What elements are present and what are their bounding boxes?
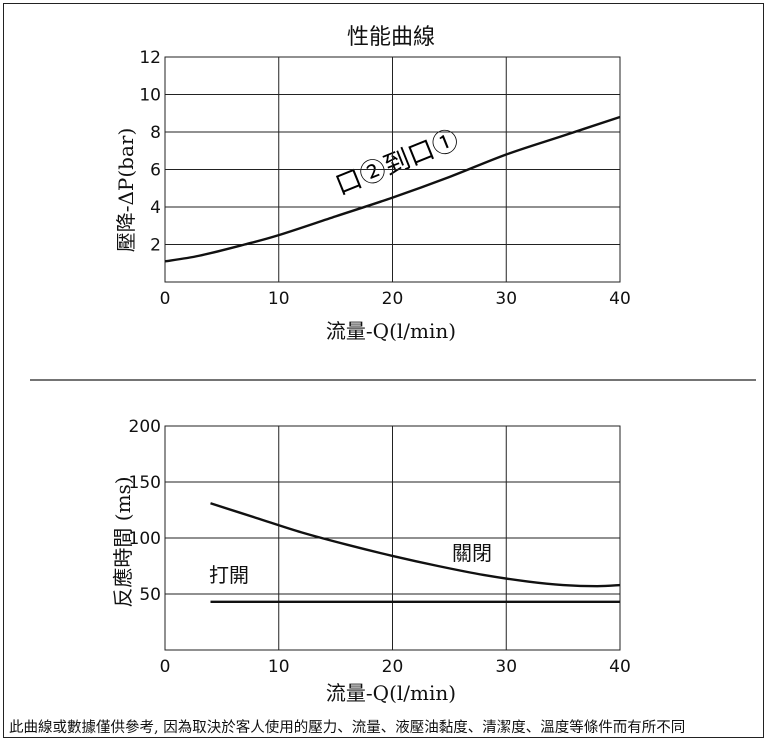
chart2-ylabel: 反應時間 (ms) (111, 476, 135, 607)
chart2-series-label-close: 關閉 (452, 541, 492, 565)
chart2-series-label-open: 打開 (209, 563, 249, 587)
chart2-ytick-label: 50 (139, 585, 161, 605)
chart1-ytick-label: 2 (150, 236, 161, 256)
chart1-ytick-label: 12 (139, 48, 161, 68)
chart1-xtick-label: 10 (268, 289, 290, 309)
chart1-ytick-label: 4 (150, 198, 161, 218)
chart1-xlabel: 流量-Q(l/min) (326, 319, 456, 343)
chart1-title: 性能曲線 (347, 25, 435, 50)
datasheet-frame (3, 3, 764, 738)
chart1-ylabel: 壓降-ΔP(bar) (114, 128, 138, 253)
chart1-ytick-label: 6 (150, 161, 161, 181)
chart1-xtick-label: 20 (382, 289, 404, 309)
disclaimer-footnote: 此曲線或數據僅供參考, 因為取決於客人使用的壓力、流量、液壓油黏度、清潔度、溫度… (9, 718, 685, 736)
chart2-series-1-line (210, 502, 621, 588)
chart2-xtick-label: 10 (268, 657, 290, 677)
chart1-ytick-label: 10 (139, 86, 161, 106)
chart1-xtick-label: 30 (495, 289, 517, 309)
chart1-annotation: 口②到口① (331, 125, 463, 202)
chart1-ytick-label: 8 (150, 123, 161, 143)
chart2-ytick-label: 200 (129, 417, 161, 437)
chart2-xlabel: 流量-Q(l/min) (326, 681, 456, 705)
chart2-xtick-label: 30 (495, 657, 517, 677)
chart1-xtick-label: 40 (609, 289, 631, 309)
chart1-series-1-line (164, 115, 621, 263)
chart2-ytick-label: 100 (129, 529, 161, 549)
chart2-xtick-label: 0 (160, 657, 171, 677)
chart2-ytick-label: 150 (129, 473, 161, 493)
chart2-xtick-label: 40 (609, 657, 631, 677)
chart2-xtick-label: 20 (382, 657, 404, 677)
chart1-xtick-label: 0 (160, 289, 171, 309)
